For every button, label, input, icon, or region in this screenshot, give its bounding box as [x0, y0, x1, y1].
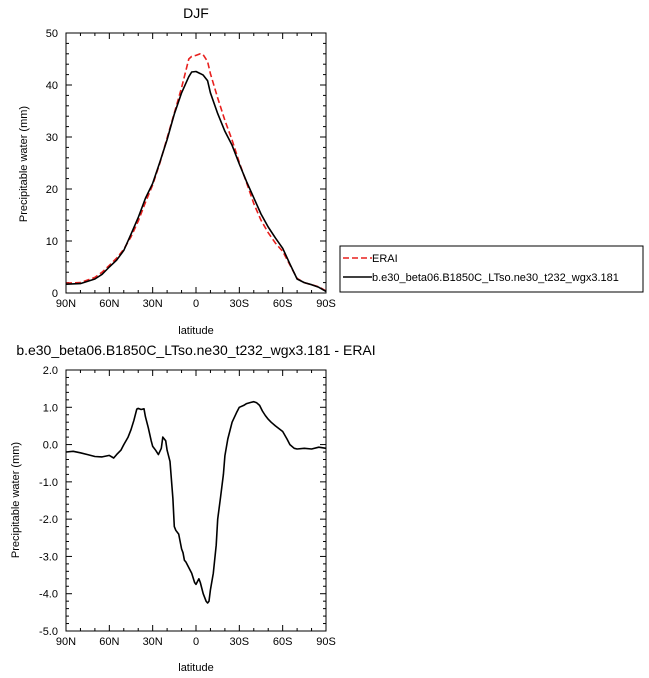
- legend-model-label: b.e30_beta06.B1850C_LTso.ne30_t232_wgx3.…: [372, 272, 619, 284]
- top-y-tick-label: 20: [46, 184, 58, 196]
- bottom-y-tick-label: 1.0: [43, 402, 58, 414]
- bottom-y-tick-label: -5.0: [39, 626, 58, 638]
- top-plot-frame: [65, 32, 327, 294]
- top-y-axis-label: Precipitable water (mm): [18, 106, 30, 222]
- top-y-tick-label: 0: [52, 288, 58, 300]
- top-panel: DJF Precipitable water (mm) latitude 90N…: [18, 5, 336, 337]
- bottom-x-tick-label: 0: [193, 636, 199, 648]
- top-x-tick-label: 60S: [273, 298, 293, 310]
- bottom-plot-frame: [65, 369, 327, 632]
- top-x-axis-label: latitude: [178, 325, 213, 337]
- bottom-series-layer: [65, 400, 327, 604]
- top-x-tick-label: 90S: [316, 298, 336, 310]
- top-x-tick-label: 60N: [99, 298, 119, 310]
- legend: ERAI b.e30_beta06.B1850C_LTso.ne30_t232_…: [339, 245, 644, 293]
- top-y-tick-label: 30: [46, 132, 58, 144]
- top-x-tick-label: 30N: [143, 298, 163, 310]
- top-plot-title: DJF: [183, 5, 209, 21]
- bottom-x-tick-label: 60N: [99, 636, 119, 648]
- bottom-y-ticks: 2.0 1.0 0.0 -1.0 -2.0 -3.0 -4.0 -5.0: [39, 365, 326, 638]
- top-series-line-model: [65, 70, 327, 293]
- legend-box: [339, 245, 644, 293]
- bottom-series-line-model: [65, 400, 327, 604]
- bottom-x-ticks: 90N 60N 30N 0 30S 60S 90S: [56, 370, 336, 648]
- bottom-panel: b.e30_beta06.B1850C_LTso.ne30_t232_wgx3.…: [10, 342, 376, 674]
- bottom-x-axis-label: latitude: [178, 662, 213, 674]
- bottom-y-tick-label: -2.0: [39, 514, 58, 526]
- bottom-x-tick-label: 30N: [143, 636, 163, 648]
- top-y-tick-label: 50: [46, 28, 58, 40]
- top-y-tick-label: 10: [46, 236, 58, 248]
- top-y-tick-label: 40: [46, 80, 58, 92]
- bottom-y-tick-label: -1.0: [39, 477, 58, 489]
- bottom-y-tick-label: 2.0: [43, 365, 58, 377]
- bottom-y-axis-label: Precipitable water (mm): [10, 442, 22, 558]
- bottom-y-tick-label: 0.0: [43, 440, 58, 452]
- top-x-tick-label: 0: [193, 298, 199, 310]
- top-x-ticks: 90N 60N 30N 0 30S 60S 90S: [56, 33, 336, 310]
- bottom-x-tick-label: 30S: [230, 636, 250, 648]
- top-series-line-erai: [65, 52, 327, 292]
- bottom-y-tick-label: -4.0: [39, 589, 58, 601]
- bottom-x-tick-label: 90S: [316, 636, 336, 648]
- legend-erai-label: ERAI: [372, 253, 398, 265]
- bottom-plot-title: b.e30_beta06.B1850C_LTso.ne30_t232_wgx3.…: [16, 342, 375, 358]
- top-x-tick-label: 90N: [56, 298, 76, 310]
- bottom-y-tick-label: -3.0: [39, 551, 58, 563]
- bottom-x-tick-label: 60S: [273, 636, 293, 648]
- top-series-layer: [65, 52, 327, 293]
- bottom-x-tick-label: 90N: [56, 636, 76, 648]
- top-x-tick-label: 30S: [230, 298, 250, 310]
